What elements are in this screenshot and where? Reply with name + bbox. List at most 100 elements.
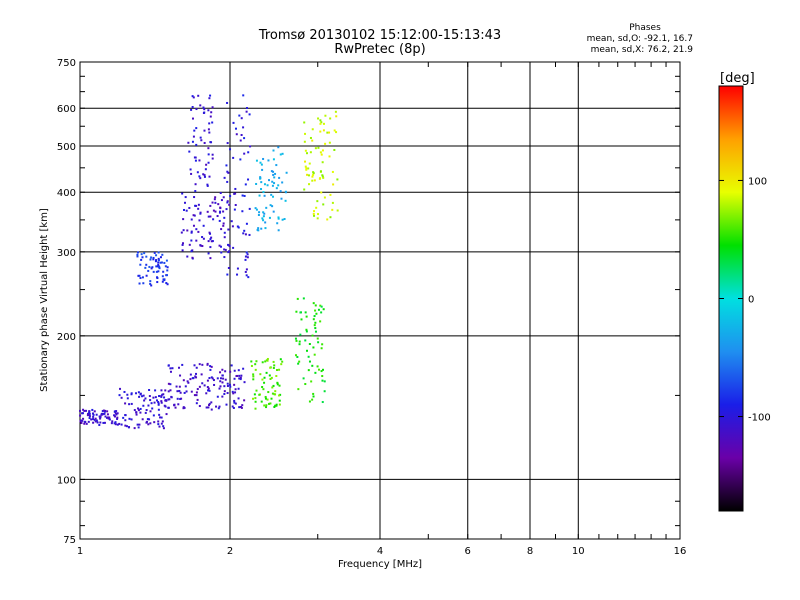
data-point bbox=[153, 421, 156, 424]
data-point bbox=[271, 392, 274, 395]
data-point bbox=[105, 416, 108, 419]
data-point bbox=[162, 270, 165, 273]
data-point bbox=[276, 383, 279, 386]
data-point bbox=[95, 413, 98, 416]
data-point bbox=[137, 409, 140, 412]
data-point bbox=[312, 212, 315, 215]
data-point bbox=[168, 398, 171, 401]
data-point bbox=[229, 148, 232, 151]
data-point bbox=[107, 416, 110, 419]
data-point bbox=[307, 355, 310, 358]
data-point bbox=[201, 363, 204, 366]
data-point bbox=[104, 415, 107, 418]
data-point bbox=[227, 266, 230, 269]
data-point bbox=[196, 171, 199, 174]
data-point bbox=[161, 393, 164, 396]
data-point bbox=[335, 131, 338, 134]
data-point bbox=[80, 421, 83, 424]
data-point bbox=[265, 206, 268, 209]
data-point bbox=[229, 370, 232, 373]
data-point bbox=[92, 415, 95, 418]
data-point bbox=[211, 121, 214, 124]
data-point bbox=[264, 221, 267, 224]
data-point bbox=[304, 311, 307, 314]
data-point bbox=[260, 163, 263, 166]
data-point bbox=[316, 337, 319, 340]
data-point bbox=[154, 389, 157, 392]
data-point bbox=[254, 400, 257, 403]
data-point bbox=[220, 245, 223, 248]
data-point bbox=[99, 421, 102, 424]
data-point bbox=[228, 203, 231, 206]
data-point bbox=[317, 308, 320, 311]
data-point bbox=[113, 415, 116, 418]
data-point bbox=[93, 418, 96, 421]
data-point bbox=[219, 377, 222, 380]
data-point bbox=[313, 353, 316, 356]
data-point bbox=[319, 177, 322, 180]
data-point bbox=[210, 111, 213, 114]
data-point bbox=[222, 196, 225, 199]
data-point bbox=[234, 187, 237, 190]
data-point bbox=[207, 252, 210, 255]
data-point bbox=[234, 127, 237, 130]
data-point bbox=[299, 311, 302, 314]
data-point bbox=[314, 330, 317, 333]
data-point bbox=[139, 407, 142, 410]
data-point bbox=[237, 397, 240, 400]
data-point bbox=[281, 181, 284, 184]
data-point bbox=[94, 420, 97, 423]
data-point bbox=[156, 276, 159, 279]
data-point bbox=[218, 387, 221, 390]
data-point bbox=[210, 408, 213, 411]
data-point bbox=[209, 257, 212, 260]
data-point bbox=[202, 173, 205, 176]
data-point bbox=[313, 214, 316, 217]
data-point bbox=[331, 201, 334, 204]
data-point bbox=[305, 349, 308, 352]
data-point bbox=[130, 418, 133, 421]
data-point bbox=[152, 396, 155, 399]
data-point bbox=[233, 401, 236, 404]
data-point bbox=[157, 423, 160, 426]
data-point bbox=[158, 413, 161, 416]
data-point bbox=[154, 396, 157, 399]
data-point bbox=[223, 236, 226, 239]
data-point bbox=[203, 384, 206, 387]
data-point bbox=[126, 393, 129, 396]
data-point bbox=[222, 377, 225, 380]
chart-title: Tromsø 20130102 15:12:00-15:13:43 bbox=[258, 28, 501, 43]
data-point bbox=[270, 376, 273, 379]
data-point bbox=[101, 410, 104, 413]
data-point bbox=[312, 172, 315, 175]
data-point bbox=[213, 383, 216, 386]
data-point bbox=[312, 173, 315, 176]
data-point bbox=[272, 360, 275, 363]
data-point bbox=[183, 208, 186, 211]
data-point bbox=[321, 174, 324, 177]
data-point bbox=[226, 201, 229, 204]
data-point bbox=[305, 315, 308, 318]
data-point bbox=[153, 401, 156, 404]
data-point bbox=[92, 421, 95, 424]
data-point bbox=[206, 183, 209, 186]
data-point bbox=[128, 417, 131, 420]
data-point bbox=[307, 174, 310, 177]
data-point bbox=[302, 297, 305, 300]
data-point bbox=[236, 374, 239, 377]
data-point bbox=[155, 399, 158, 402]
data-point bbox=[244, 233, 247, 236]
data-point bbox=[307, 369, 310, 372]
data-point bbox=[220, 228, 223, 231]
data-point bbox=[320, 347, 323, 350]
data-point bbox=[98, 424, 101, 427]
data-point bbox=[124, 402, 127, 405]
data-point bbox=[206, 362, 209, 365]
data-point bbox=[174, 406, 177, 409]
data-point bbox=[88, 415, 91, 418]
data-point bbox=[308, 162, 311, 165]
data-point bbox=[284, 191, 287, 194]
data-point bbox=[269, 377, 272, 380]
data-point bbox=[221, 381, 224, 384]
data-point bbox=[195, 391, 198, 394]
